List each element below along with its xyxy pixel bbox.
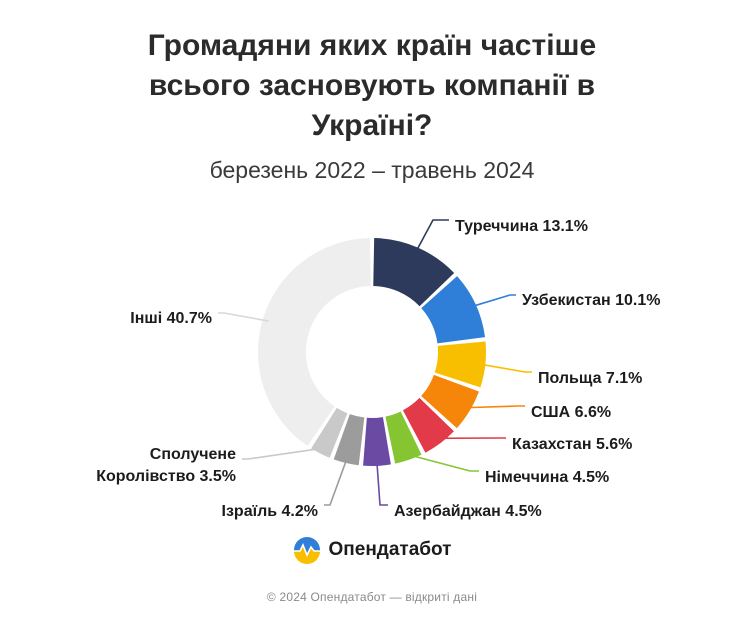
slice-label: Казахстан 5.6% [512, 436, 632, 453]
donut-slice [434, 341, 486, 388]
opendatabot-logo-icon [293, 537, 320, 564]
leader-line [406, 453, 479, 472]
chart-title: Громадяни яких країн частіше всього засн… [0, 26, 744, 146]
slice-label: Сполучене Королівство 3.5% [96, 446, 236, 485]
brand-logo: Опендатабот [0, 536, 744, 564]
title-line-2: всього засновують компанії в [148, 69, 596, 102]
donut-slice [421, 276, 486, 344]
slice-label: Азербайджан 4.5% [394, 503, 542, 520]
slice-label: Німеччина 4.5% [485, 469, 609, 486]
donut-slice [385, 411, 422, 464]
donut-slice [363, 417, 391, 466]
slice-label: США 6.6% [531, 404, 611, 421]
chart-subtitle: березень 2022 – травень 2024 [209, 157, 535, 183]
leader-line [479, 363, 532, 373]
donut-slice [311, 407, 348, 458]
leader-line [464, 405, 525, 409]
slice-label: Туреччина 13.1% [455, 218, 588, 235]
brand-name: Опендатабот [328, 539, 452, 560]
leader-line [324, 456, 349, 506]
footer-copyright: © 2024 Опендатабот — відкриті дані [266, 590, 478, 604]
donut-slice [258, 238, 371, 447]
donut-slice [421, 374, 479, 429]
leader-line [242, 447, 324, 460]
title-line-1: Громадяни яких країн частіше [147, 29, 597, 62]
slice-label: Ізраїль 4.2% [222, 503, 318, 520]
title-line-3: Україні? [311, 109, 433, 142]
slice-label: Польща 7.1% [538, 370, 642, 387]
donut-slice [333, 414, 365, 466]
donut-slice [373, 238, 455, 307]
leader-line [218, 312, 269, 322]
slice-label: Узбекистан 10.1% [522, 292, 660, 309]
leader-line [469, 294, 516, 308]
leader-line [375, 459, 388, 506]
leader-line [414, 219, 449, 254]
slice-label: Інші 40.7% [130, 310, 212, 327]
